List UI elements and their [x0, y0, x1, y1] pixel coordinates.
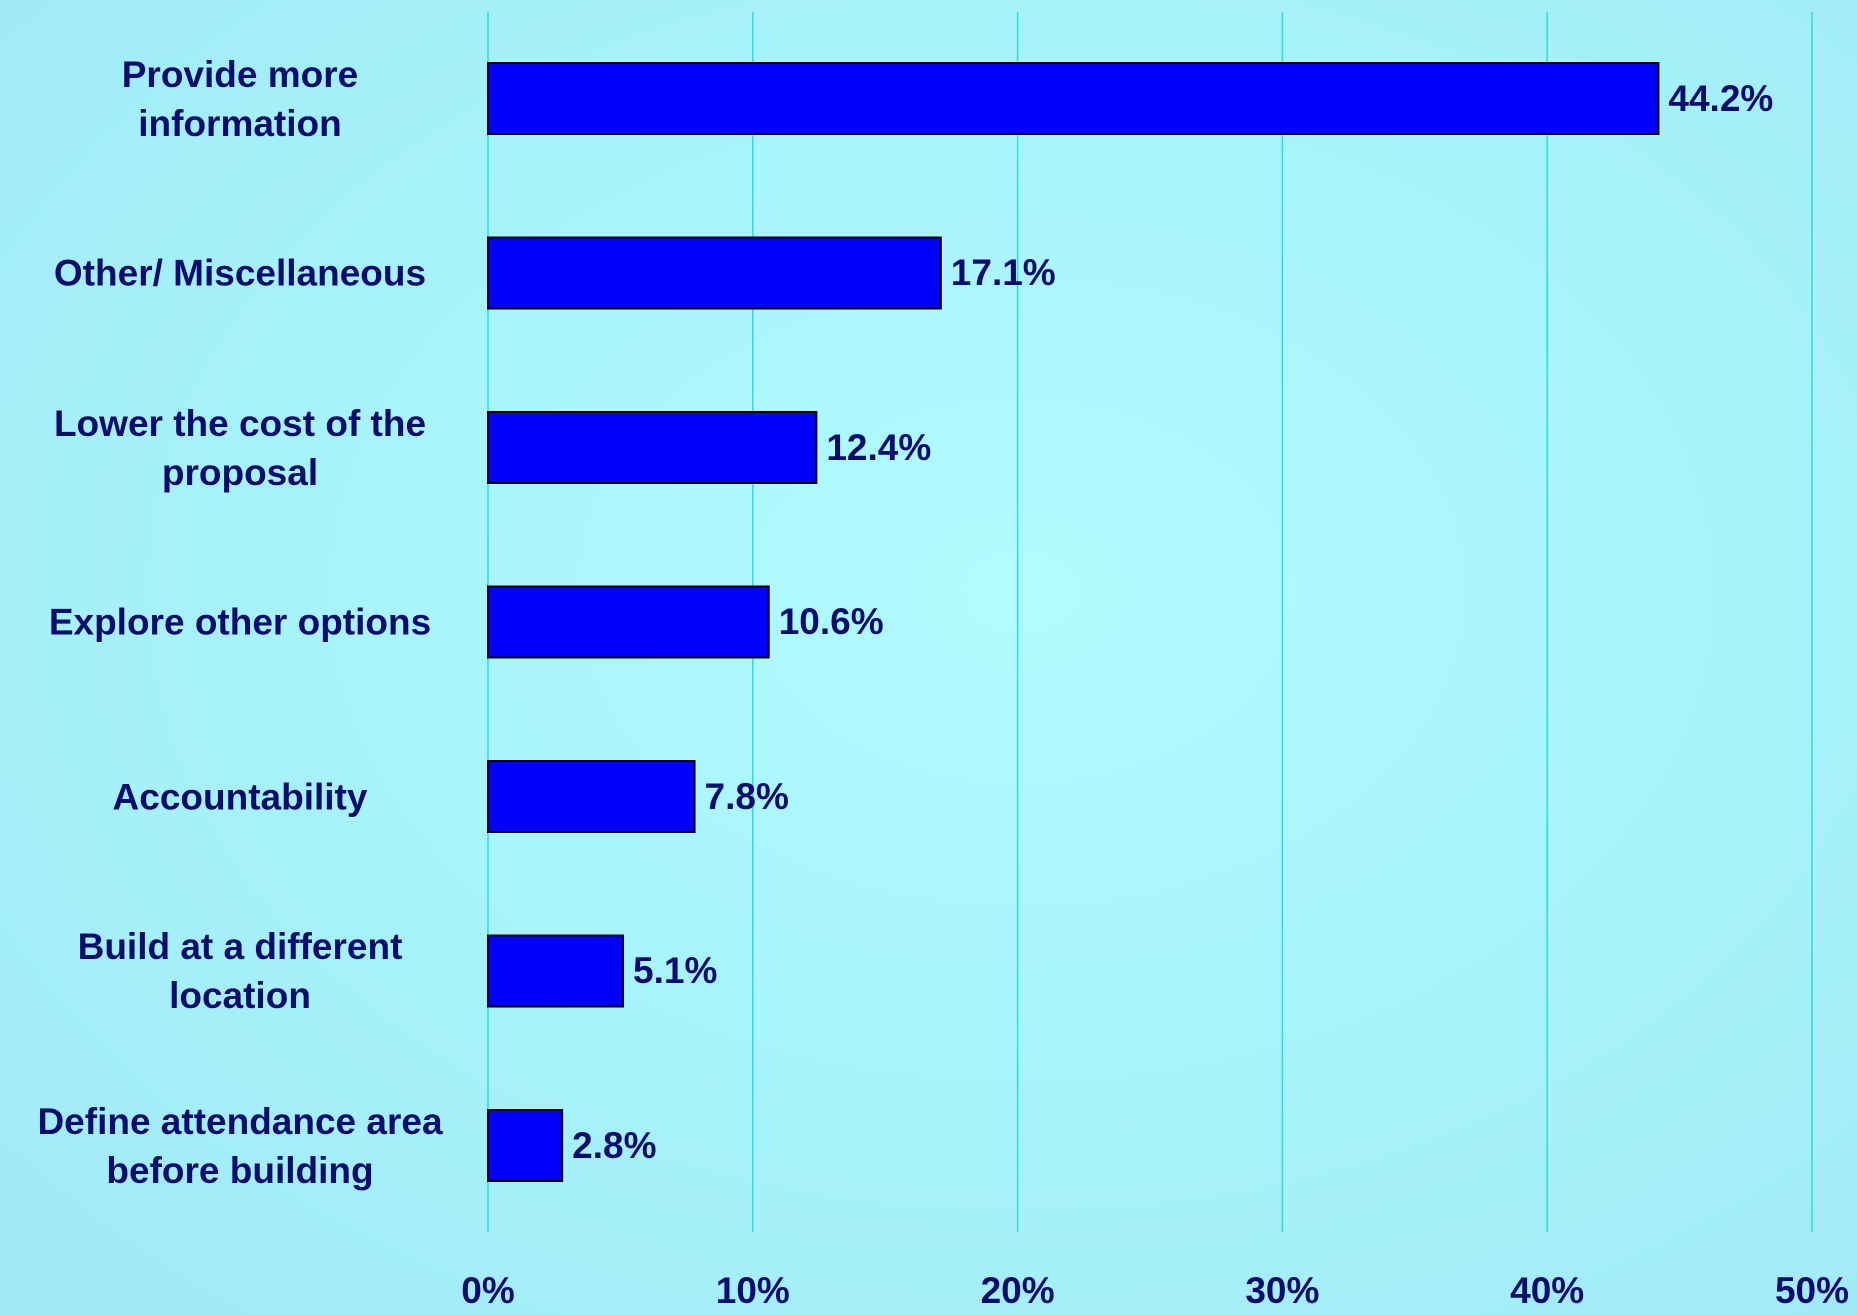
- bar: [487, 760, 696, 833]
- data-label: 12.4%: [826, 426, 932, 468]
- x-tick-label: 50%: [1774, 1270, 1850, 1311]
- category-label: Define attendance area before building: [37, 1100, 443, 1191]
- x-tick-label: 0%: [461, 1270, 515, 1311]
- data-label: 7.8%: [704, 775, 789, 817]
- bar: [487, 411, 818, 484]
- x-tick-label: 10%: [715, 1270, 790, 1311]
- category-label: Explore other options: [48, 601, 432, 643]
- category-label: Provide more information: [121, 53, 359, 144]
- data-label: 2.8%: [572, 1124, 657, 1166]
- gridlines: [487, 12, 1813, 1232]
- bar: [487, 62, 1660, 135]
- data-label: 44.2%: [1668, 77, 1774, 119]
- x-tick-label: 40%: [1510, 1270, 1585, 1311]
- bar: [487, 236, 942, 310]
- category-label: Accountability: [112, 776, 368, 817]
- data-label: 10.6%: [778, 601, 884, 642]
- category-label: Lower the cost of the proposal: [53, 402, 427, 493]
- bars: [487, 62, 1660, 1182]
- x-tick-label: 20%: [980, 1270, 1055, 1311]
- x-tick-label: 30%: [1245, 1270, 1320, 1311]
- bar: [487, 934, 625, 1008]
- bar: [487, 1109, 564, 1182]
- data-label: 5.1%: [633, 950, 718, 991]
- data-label: 17.1%: [950, 252, 1056, 293]
- bar: [487, 585, 770, 659]
- category-label: Other/ Miscellaneous: [53, 252, 427, 294]
- category-label: Build at a different location: [77, 926, 403, 1016]
